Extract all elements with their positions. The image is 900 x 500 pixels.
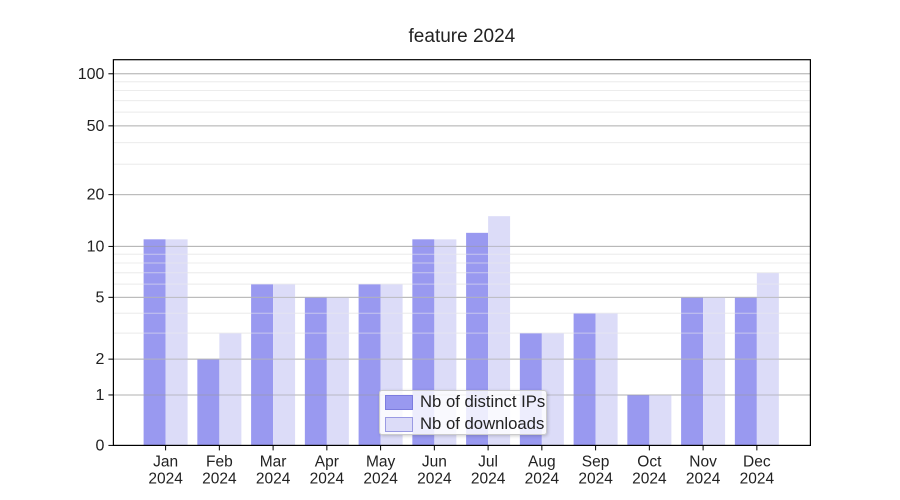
- svg-text:May: May: [366, 453, 396, 470]
- svg-text:5: 5: [95, 289, 104, 306]
- svg-text:2024: 2024: [525, 470, 560, 487]
- svg-text:0: 0: [95, 437, 104, 454]
- svg-text:Feb: Feb: [206, 453, 233, 470]
- svg-text:Sep: Sep: [582, 453, 610, 470]
- svg-text:Oct: Oct: [637, 453, 662, 470]
- svg-text:2024: 2024: [578, 470, 613, 487]
- svg-text:2024: 2024: [148, 470, 183, 487]
- svg-text:Nov: Nov: [689, 453, 717, 470]
- svg-text:2024: 2024: [202, 470, 237, 487]
- svg-text:Dec: Dec: [743, 453, 771, 470]
- svg-text:Jul: Jul: [478, 453, 498, 470]
- svg-text:2024: 2024: [740, 470, 775, 487]
- svg-text:2: 2: [95, 351, 104, 368]
- svg-text:Jun: Jun: [422, 453, 447, 470]
- svg-text:Apr: Apr: [315, 453, 339, 470]
- svg-text:2024: 2024: [256, 470, 291, 487]
- svg-text:2024: 2024: [417, 470, 452, 487]
- svg-text:Jan: Jan: [153, 453, 178, 470]
- svg-text:2024: 2024: [310, 470, 345, 487]
- svg-text:50: 50: [87, 118, 105, 135]
- svg-text:Aug: Aug: [528, 453, 556, 470]
- svg-text:1: 1: [95, 387, 104, 404]
- svg-text:Mar: Mar: [260, 453, 287, 470]
- svg-text:100: 100: [78, 66, 105, 83]
- svg-text:20: 20: [87, 187, 105, 204]
- svg-text:2024: 2024: [632, 470, 667, 487]
- svg-text:2024: 2024: [363, 470, 398, 487]
- svg-text:10: 10: [87, 238, 105, 255]
- svg-text:2024: 2024: [686, 470, 721, 487]
- svg-text:2024: 2024: [471, 470, 506, 487]
